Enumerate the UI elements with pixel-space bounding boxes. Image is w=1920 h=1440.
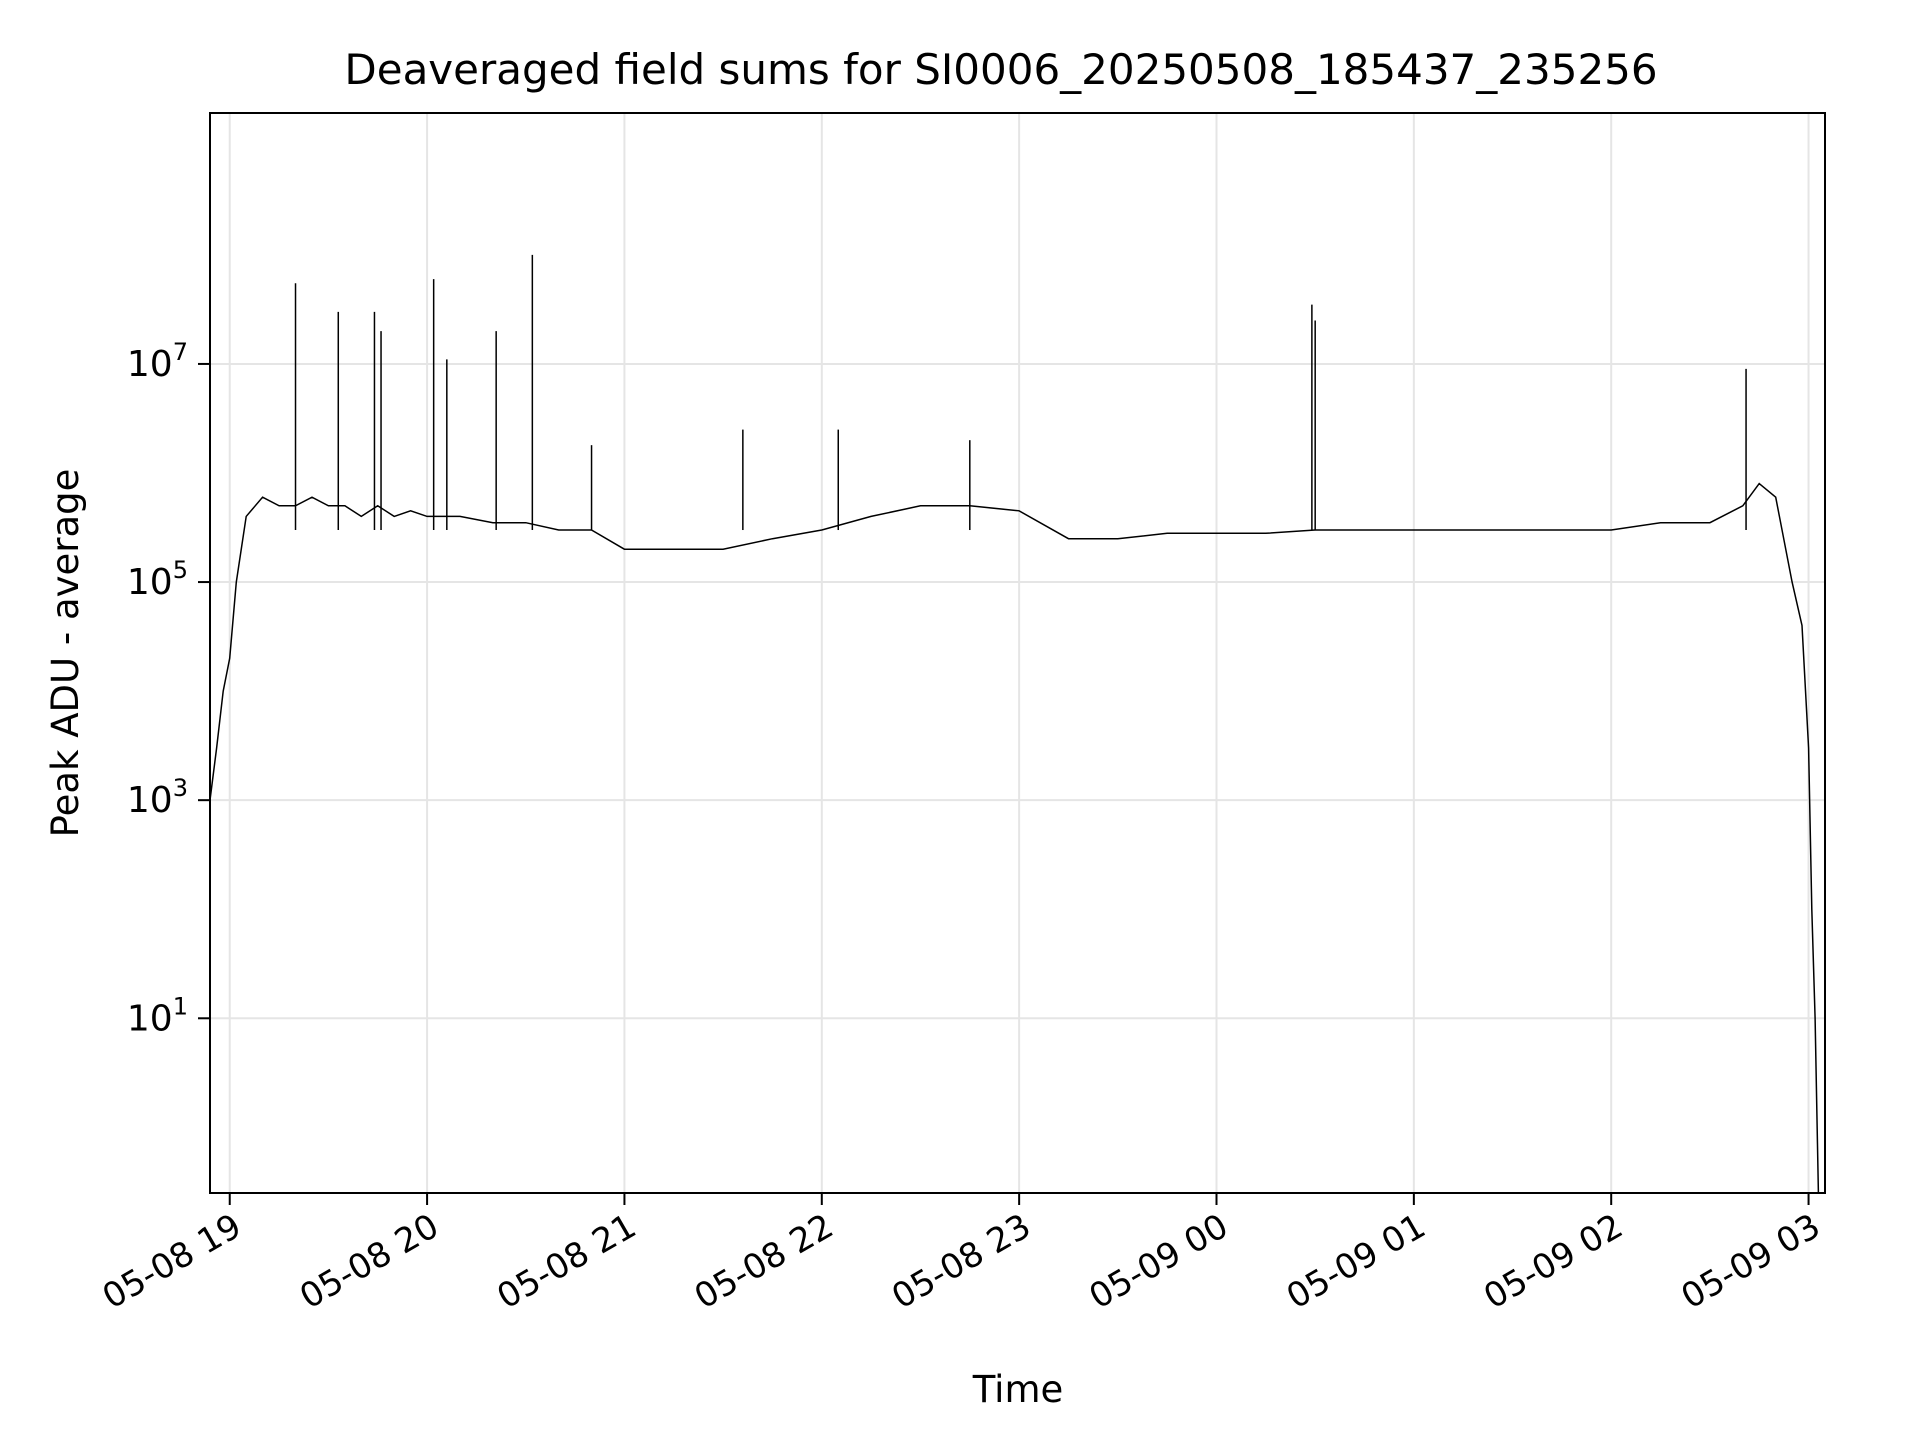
plot-frame: [209, 112, 1826, 1194]
y-tick-label: 105: [127, 556, 188, 603]
y-axis-label: Peak ADU - average: [44, 469, 87, 838]
grid: [210, 113, 1825, 1193]
x-axis-label: Time: [972, 1368, 1064, 1411]
y-tick-label: 101: [127, 992, 188, 1039]
y-tick-label: 103: [127, 774, 188, 821]
chart-title: Deaveraged field sums for SI0006_2025050…: [344, 45, 1657, 94]
y-tick-label: 107: [127, 338, 188, 385]
series-line: [210, 482, 1820, 1193]
y-axis: 101 103 105 107: [127, 338, 210, 1039]
data-series: [210, 254, 1820, 1193]
